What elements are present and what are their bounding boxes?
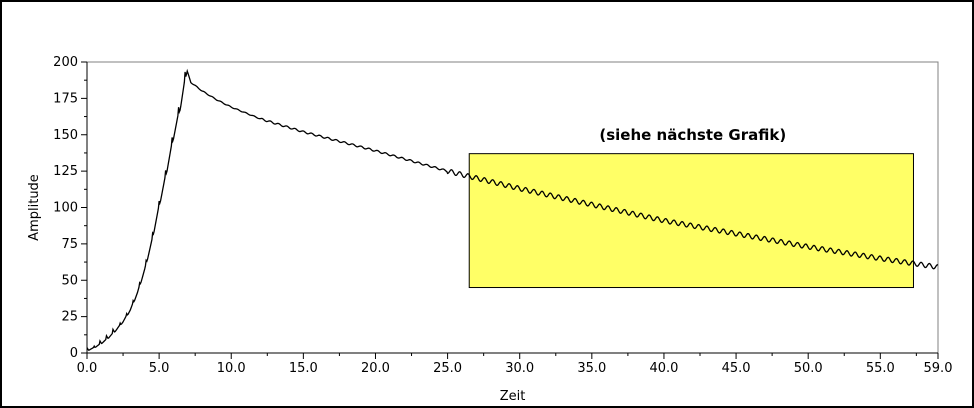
x-tick-label: 10.0 [217, 361, 246, 376]
x-tick-label: 20.0 [361, 361, 390, 376]
x-tick-label: 5.0 [149, 361, 170, 376]
y-axis-title: Amplitude [27, 174, 42, 241]
y-tick-label: 125 [53, 164, 78, 179]
y-tick-label: 200 [53, 55, 78, 70]
x-tick-label: 55.0 [866, 361, 895, 376]
x-tick-label: 25.0 [433, 361, 462, 376]
highlight-box [468, 153, 914, 289]
series-line [86, 68, 939, 351]
annotation-label: (siehe nächste Grafik) [599, 126, 786, 144]
y-tick-label: 0 [70, 346, 78, 361]
x-tick-label: 15.0 [289, 361, 318, 376]
x-tick-label: 59.0 [924, 361, 953, 376]
x-tick-label: 0.0 [77, 361, 98, 376]
x-tick-label: 40.0 [649, 361, 678, 376]
y-tick-label: 100 [53, 201, 78, 216]
y-tick-label: 50 [61, 273, 78, 288]
y-tick-label: 75 [61, 237, 78, 252]
x-tick-label: 45.0 [722, 361, 751, 376]
x-tick-label: 35.0 [577, 361, 606, 376]
y-tick-label: 150 [53, 128, 78, 143]
y-tick-label: 25 [61, 310, 78, 325]
x-axis-title: Zeit [500, 389, 526, 404]
x-tick-label: 30.0 [505, 361, 534, 376]
y-tick-label: 175 [53, 91, 78, 106]
x-tick-label: 50.0 [794, 361, 823, 376]
